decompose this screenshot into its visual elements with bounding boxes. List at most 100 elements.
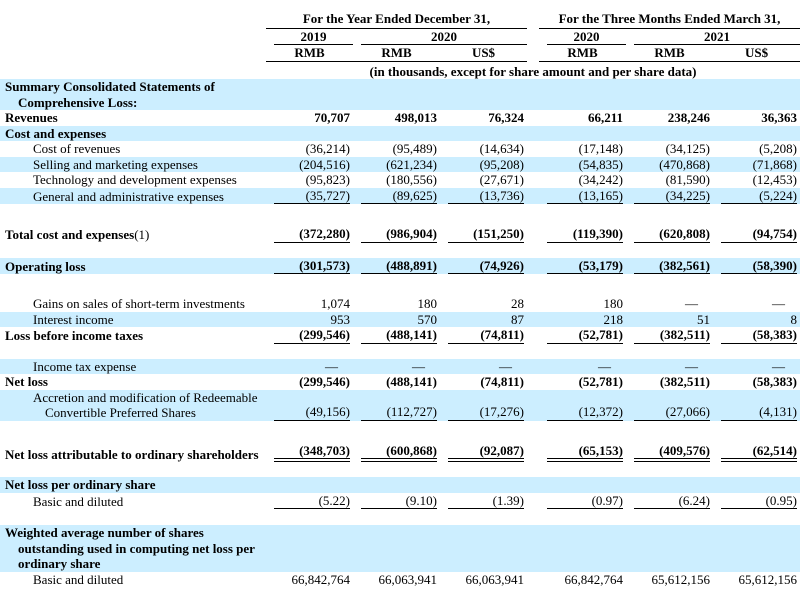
row-gap <box>0 204 800 226</box>
row-label-line: ordinary share <box>18 556 101 571</box>
cell-value: (119,390) <box>539 226 626 243</box>
cell-value: (34,225) <box>626 187 714 204</box>
cell-value: 51 <box>626 311 714 327</box>
cell-value: (488,891) <box>353 257 440 274</box>
cell-value: (95,489) <box>392 141 437 156</box>
row-label-line: Revenues <box>5 110 58 125</box>
cell-value: (13,165) <box>539 187 627 204</box>
table-header: For the Year Ended December 31, For the … <box>0 0 800 79</box>
row-label: Basic and diluted <box>0 493 266 510</box>
cell-value: (94,754) <box>713 226 800 243</box>
double-rule: (62,514) <box>721 443 798 462</box>
cell-value: (71,868) <box>713 156 800 172</box>
row-gap <box>0 462 800 477</box>
cell-value: (620,808) <box>626 226 713 243</box>
table-row: Cost and expenses <box>0 125 800 141</box>
cell-value: (74,926) <box>440 257 528 274</box>
cell-value: (95,208) <box>440 156 528 172</box>
column-spacer <box>527 187 540 204</box>
column-spacer <box>527 141 539 157</box>
cell-value: (299,546) <box>299 374 350 389</box>
cell-value: (348,703) <box>266 443 353 462</box>
header-currency: US$ <box>440 45 528 62</box>
table-row: Selling and marketing expenses (204,516)(… <box>0 156 800 172</box>
footnote-ref: (1) <box>134 227 150 242</box>
row-gap-cell <box>0 204 800 226</box>
cell-value: 70,707 <box>314 110 350 125</box>
single-rule: (151,250) <box>448 226 525 243</box>
row-gap-cell <box>0 462 800 477</box>
cell-value: 498,013 <box>394 110 437 125</box>
cell-value: (34,125) <box>665 141 711 156</box>
header-empty-cell <box>0 28 266 45</box>
row-gap <box>0 274 800 296</box>
header-currency: RMB <box>626 45 714 62</box>
cell-value: 218 <box>539 311 627 327</box>
table-row: Net loss attributable to ordinary shareh… <box>0 443 800 462</box>
cell-value: 66,842,764 <box>291 571 351 587</box>
single-rule: (5,224) <box>721 188 798 204</box>
header-year-label: 2021 <box>634 29 800 45</box>
column-spacer <box>527 226 539 243</box>
header-year-2019: 2019 <box>266 28 353 45</box>
single-rule: (58,390) <box>721 258 798 274</box>
header-note-row: (in thousands, except for share amount a… <box>0 61 800 79</box>
cell-value: (382,511) <box>659 374 711 389</box>
cell-value: (621,234) <box>353 156 440 172</box>
row-label-line: Basic and diluted <box>33 493 124 509</box>
row-label-line: Gains on sales of short-term investments <box>33 296 245 311</box>
header-year-label: 2020 <box>361 29 528 45</box>
table-row: Basic and diluted 66,842,764 66,063,941 66,… <box>0 572 800 588</box>
cell-value: (12,453) <box>752 172 798 187</box>
table-row: Technology and development expenses (95,8… <box>0 172 800 188</box>
cell-value: (600,868) <box>353 443 440 462</box>
column-spacer <box>527 296 539 312</box>
row-label: Net loss <box>0 374 266 390</box>
single-rule: (94,754) <box>721 226 798 243</box>
cell-value: (12,372) <box>539 389 627 421</box>
cell-value: 66,063,941 <box>378 571 438 587</box>
row-label: Revenues <box>0 110 266 126</box>
row-label: Total cost and expenses(1) <box>0 226 266 243</box>
single-rule: (4,131) <box>721 404 798 421</box>
row-label-line: Loss before income taxes <box>5 328 144 343</box>
table-body: Summary Consolidated Statements of Compre… <box>0 79 800 587</box>
header-group-spacer <box>527 45 539 61</box>
cell-value: (488,141) <box>386 374 437 389</box>
cell-value: — <box>626 358 714 374</box>
row-label-line: Basic and diluted <box>33 571 124 587</box>
table-row: Gains on sales of short-term investments… <box>0 296 800 312</box>
header-year-2021: 2021 <box>626 28 800 45</box>
double-rule: (348,703) <box>274 443 350 462</box>
cell-value: (1.39) <box>440 493 527 509</box>
column-spacer <box>527 156 540 172</box>
row-gap-cell <box>0 274 800 296</box>
row-label: Basic and diluted <box>0 572 266 588</box>
row-label: Loss before income taxes <box>0 327 266 344</box>
single-rule: (49,156) <box>274 404 350 421</box>
row-label: Income tax expense <box>0 358 266 374</box>
cell-value: (27,066) <box>626 389 714 421</box>
row-label-line: Interest income <box>33 311 114 327</box>
single-rule: (35,727) <box>274 188 350 204</box>
table-row: Cost of revenues (36,214) (95,489) (14,634)… <box>0 141 800 157</box>
cell-value: (62,514) <box>713 443 800 462</box>
row-label: Operating loss <box>0 257 266 274</box>
row-gap <box>0 243 800 258</box>
single-rule: (488,891) <box>361 258 437 274</box>
row-label-line: Selling and marketing expenses <box>33 156 198 172</box>
row-gap-cell <box>0 421 800 443</box>
single-rule: (13,165) <box>547 188 624 204</box>
row-label-line: outstanding used in computing net loss p… <box>18 540 255 556</box>
cell-value: (372,280) <box>266 226 353 243</box>
row-label-line: Weighted average number of shares <box>5 525 204 540</box>
single-rule: (53,179) <box>547 258 624 274</box>
cell-value: (74,811) <box>480 374 525 389</box>
header-currency: RMB <box>353 45 440 62</box>
cell-value: 1,074 <box>320 296 350 311</box>
cell-value: 66,842,764 <box>564 571 624 587</box>
single-rule: (13,736) <box>448 188 525 204</box>
cell-value: (470,868) <box>626 156 714 172</box>
row-label: Interest income <box>0 311 266 327</box>
